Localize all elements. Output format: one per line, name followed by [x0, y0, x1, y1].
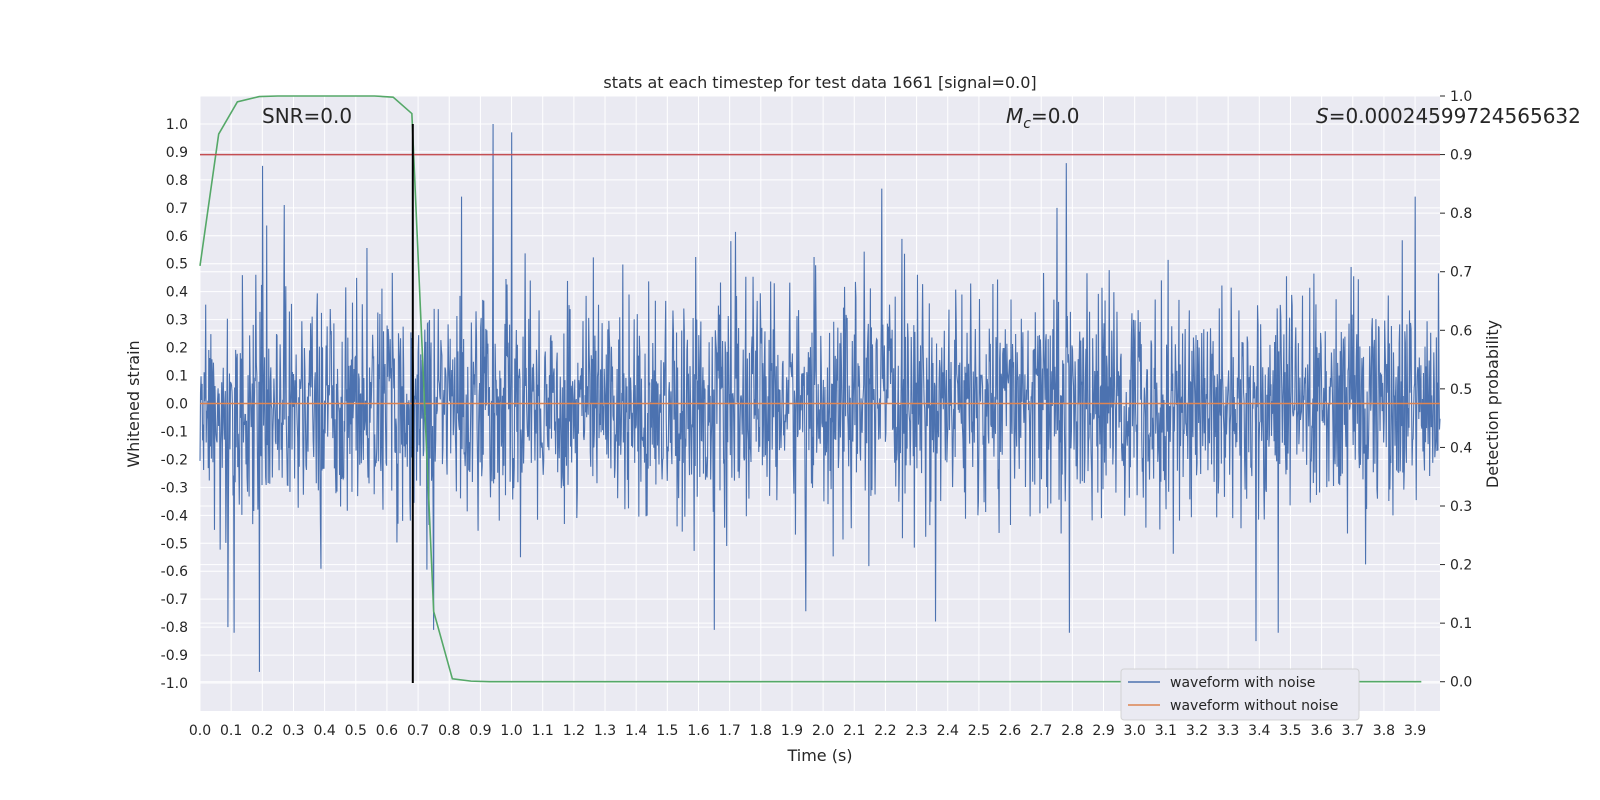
- x-tick-label: 1.1: [532, 723, 554, 739]
- y2-tick-label: 0.9: [1450, 148, 1472, 164]
- y2-axis-ticks: 1.0 0.9 0.8 0.7 0.6 0.5 0.4 0.3 0.2 0.1 0.0: [1440, 89, 1472, 691]
- x-tick-label: 2.9: [1092, 723, 1114, 739]
- legend: waveform with noise waveform without noi…: [1120, 668, 1360, 721]
- x-tick-label: 3.3: [1217, 723, 1239, 739]
- x-tick-label: 3.1: [1155, 723, 1177, 739]
- y-tick-label: 0.5: [166, 257, 188, 273]
- x-tick-label: 0.5: [345, 723, 367, 739]
- x-tick-label: 3.4: [1248, 723, 1270, 739]
- x-tick-label: 1.8: [750, 723, 772, 739]
- x-tick-label: 0.0: [189, 723, 211, 739]
- y-tick-label: -0.5: [161, 536, 188, 552]
- y2-tick-label: 0.0: [1450, 675, 1472, 691]
- x-tick-label: 0.7: [407, 723, 429, 739]
- x-tick-label: 2.5: [968, 723, 990, 739]
- y-tick-label: -0.7: [161, 592, 188, 608]
- legend-label-clean: waveform without noise: [1170, 698, 1338, 714]
- snr-annotation: SNR=0.0: [262, 104, 352, 128]
- series-line-detection-probability: [199, 95, 1422, 683]
- x-tick-label: 0.3: [282, 723, 304, 739]
- y-tick-label: 0.9: [166, 145, 188, 161]
- y-tick-label: -0.1: [161, 424, 188, 440]
- x-tick-label: 2.8: [1061, 723, 1083, 739]
- x-tick-label: 3.9: [1404, 723, 1426, 739]
- x-tick-label: 3.8: [1373, 723, 1395, 739]
- y-tick-label: 0.4: [166, 285, 188, 301]
- x-tick-label: 3.6: [1310, 723, 1332, 739]
- y-tick-label: -0.4: [161, 508, 188, 524]
- x-tick-label: 2.1: [843, 723, 865, 739]
- x-tick-label: 2.0: [812, 723, 834, 739]
- x-tick-label: 1.2: [563, 723, 585, 739]
- x-tick-label: 1.0: [500, 723, 522, 739]
- y-tick-label: -0.6: [161, 564, 188, 580]
- mc-value: =0.0: [1031, 104, 1080, 128]
- x-tick-label: 1.5: [656, 723, 678, 739]
- y2-tick-label: 0.2: [1450, 558, 1472, 574]
- x-tick-label: 2.2: [874, 723, 896, 739]
- series-layer: [199, 95, 1441, 684]
- y2-tick-label: 0.8: [1450, 206, 1472, 222]
- y2-tick-label: 0.7: [1450, 265, 1472, 281]
- x-tick-label: 3.2: [1186, 723, 1208, 739]
- x-tick-label: 1.3: [594, 723, 616, 739]
- x-tick-label: 2.4: [937, 723, 959, 739]
- y2-tick-label: 0.5: [1450, 382, 1472, 398]
- x-tick-label: 1.7: [719, 723, 741, 739]
- x-axis-label: Time (s): [786, 746, 852, 765]
- x-tick-label: 0.6: [376, 723, 398, 739]
- x-tick-label: 1.6: [687, 723, 709, 739]
- y2-tick-label: 0.1: [1450, 616, 1472, 632]
- y2-tick-label: 1.0: [1450, 89, 1472, 105]
- mc-annotation: Mc=0.0: [1006, 104, 1080, 132]
- y-tick-label: -0.2: [161, 452, 188, 468]
- legend-label-noise: waveform with noise: [1170, 675, 1315, 691]
- y-axis-label: Whitened strain: [124, 340, 143, 467]
- s-annotation: S=0.00024599724565632: [1316, 104, 1581, 128]
- x-tick-label: 1.9: [781, 723, 803, 739]
- x-tick-label: 0.2: [251, 723, 273, 739]
- y-tick-label: 0.3: [166, 313, 188, 329]
- x-tick-label: 3.5: [1279, 723, 1301, 739]
- y2-tick-label: 0.4: [1450, 440, 1472, 456]
- y-tick-label: -0.8: [161, 620, 188, 636]
- x-tick-label: 0.9: [469, 723, 491, 739]
- x-tick-label: 1.4: [625, 723, 647, 739]
- y-tick-label: 1.0: [166, 117, 188, 133]
- x-tick-label: 3.7: [1342, 723, 1364, 739]
- x-tick-label: 0.8: [438, 723, 460, 739]
- series-line-waveform-with-noise: [199, 123, 1441, 672]
- y-tick-label: 0.8: [166, 173, 188, 189]
- y-tick-label: 0.7: [166, 201, 188, 217]
- y-tick-label: 0.6: [166, 229, 188, 245]
- y-tick-label: 0.2: [166, 341, 188, 357]
- x-tick-label: 3.0: [1124, 723, 1146, 739]
- x-tick-label: 0.1: [220, 723, 242, 739]
- y-tick-label: 0.0: [166, 397, 188, 413]
- y-axis-ticks: 1.0 0.9 0.8 0.7 0.6 0.5 0.4 0.3 0.2 0.1 0.0 -0.1 -0.…: [161, 117, 188, 692]
- legend-box: [1120, 668, 1360, 721]
- x-tick-label: 2.3: [905, 723, 927, 739]
- y-tick-label: 0.1: [166, 369, 188, 385]
- x-axis-ticks: 0.0 0.1 0.2 0.3 0.4 0.5 0.6 0.7 0.8 0.9 1.0 1.1 1.2 1…: [189, 723, 1426, 739]
- x-tick-label: 0.4: [313, 723, 335, 739]
- x-tick-label: 2.7: [1030, 723, 1052, 739]
- y-tick-label: -0.3: [161, 480, 188, 496]
- y-tick-label: -1.0: [161, 676, 188, 692]
- y-tick-label: -0.9: [161, 648, 188, 664]
- s-value: =0.00024599724565632: [1329, 104, 1581, 128]
- y2-tick-label: 0.3: [1450, 499, 1472, 515]
- y2-tick-label: 0.6: [1450, 323, 1472, 339]
- x-tick-label: 2.6: [999, 723, 1021, 739]
- chart-title: stats at each timestep for test data 166…: [603, 73, 1036, 92]
- y2-axis-label: Detection probability: [1483, 320, 1502, 488]
